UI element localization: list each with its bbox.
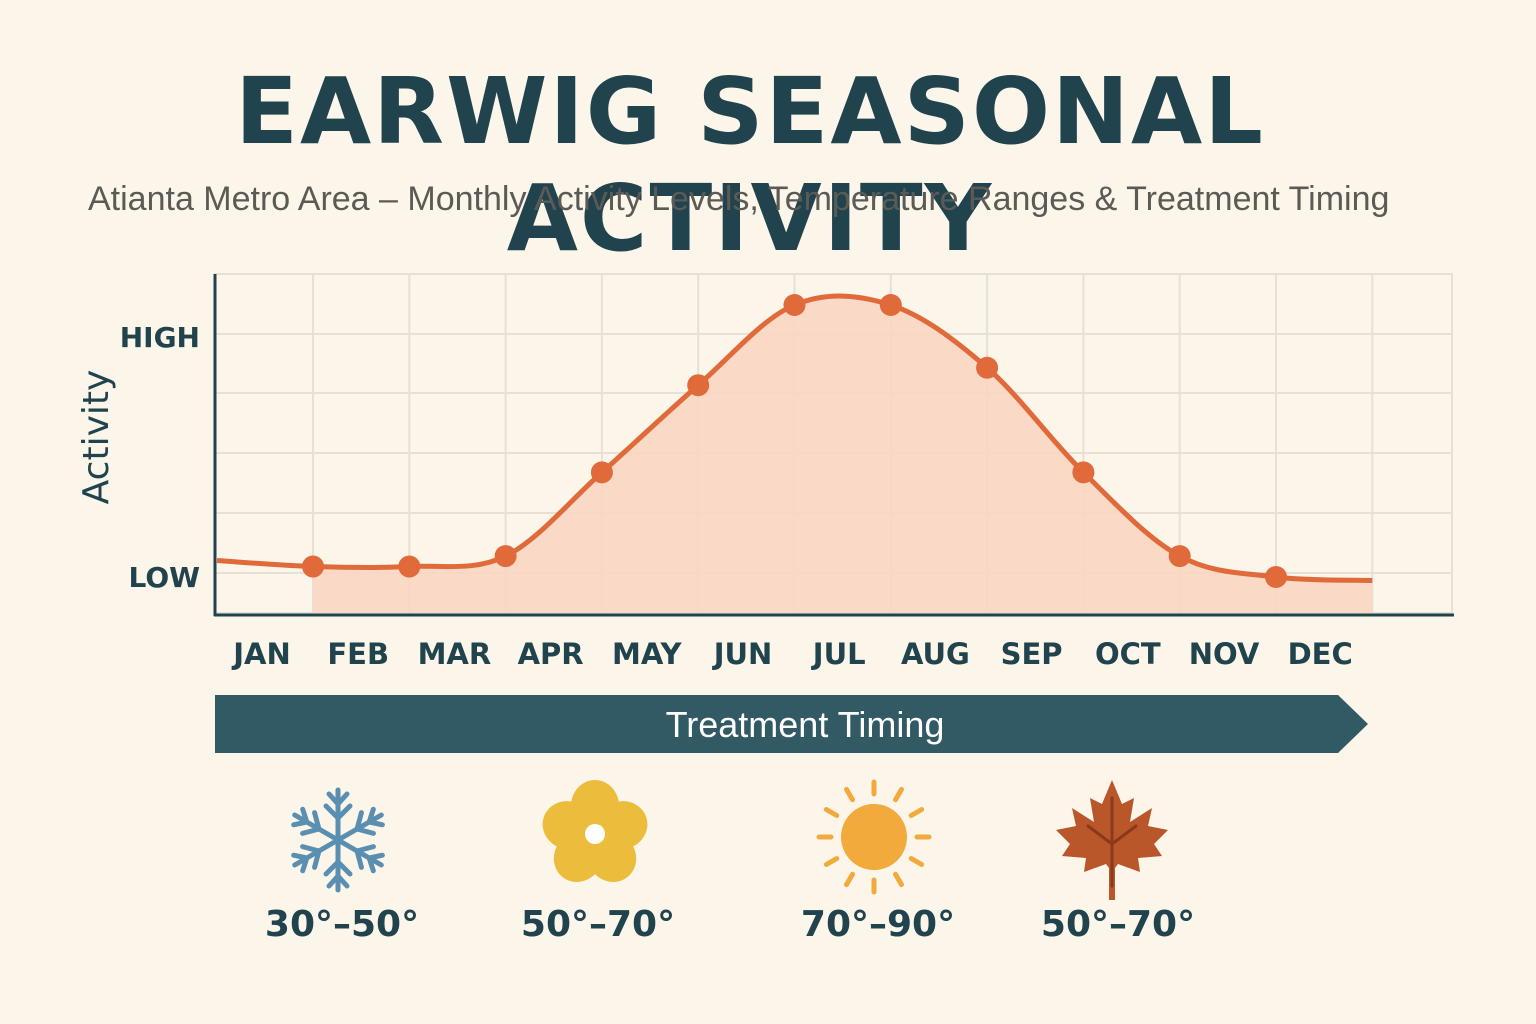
data-point-apr [590, 461, 613, 484]
x-tick-apr: APR [518, 637, 584, 671]
x-tick-sep: SEP [1001, 637, 1063, 671]
data-point-oct [1168, 545, 1191, 568]
y-axis-label: Activity [76, 370, 117, 505]
data-point-jan [302, 555, 324, 578]
x-tick-jul: JUL [811, 637, 866, 671]
temp-range-fall: 50°–70° [1040, 904, 1196, 945]
chart-subtitle: Atianta Metro Area – Monthly Activity Le… [88, 180, 1390, 218]
data-point-aug [976, 356, 999, 379]
treatment-arrow [215, 695, 1368, 753]
chart-title: EARWIG SEASONAL ACTIVITY [235, 58, 1265, 272]
data-point-sep [1072, 461, 1095, 484]
y-tick-low: LOW [128, 561, 200, 594]
x-ticks: JAN FEB MAR APR MAY JUN JUL AUG SEP OCT NOV DEC [231, 637, 1353, 671]
x-tick-may: MAY [612, 637, 683, 671]
data-point-nov [1265, 566, 1287, 588]
data-points [302, 294, 1287, 588]
x-tick-mar: MAR [418, 637, 492, 671]
activity-area [313, 296, 1373, 613]
y-ticks: LOW HIGH [120, 321, 200, 594]
data-point-may [687, 374, 710, 397]
x-tick-feb: FEB [327, 637, 389, 671]
temp-range-summer: 70°–90° [800, 904, 956, 945]
sun-icon [816, 779, 932, 895]
snowflake-icon [291, 787, 385, 893]
y-tick-high: HIGH [120, 321, 200, 354]
x-tick-dec: DEC [1288, 637, 1353, 671]
flower-icon [542, 780, 648, 882]
data-point-jul [879, 294, 902, 316]
x-tick-aug: AUG [901, 637, 970, 671]
treatment-timing-banner: Treatment Timing [215, 695, 1368, 753]
x-tick-jun: JUN [712, 637, 773, 671]
data-point-feb [398, 555, 421, 578]
data-point-jun [783, 294, 806, 316]
data-point-mar [494, 545, 517, 568]
x-tick-oct: OCT [1095, 637, 1161, 671]
treatment-label: Treatment Timing [666, 704, 945, 745]
x-tick-jan: JAN [231, 637, 291, 671]
temp-range-spring: 50°–70° [520, 904, 676, 945]
x-tick-nov: NOV [1189, 637, 1260, 671]
temp-range-winter: 30°–50° [264, 904, 420, 945]
maple-leaf-icon [1056, 780, 1168, 900]
